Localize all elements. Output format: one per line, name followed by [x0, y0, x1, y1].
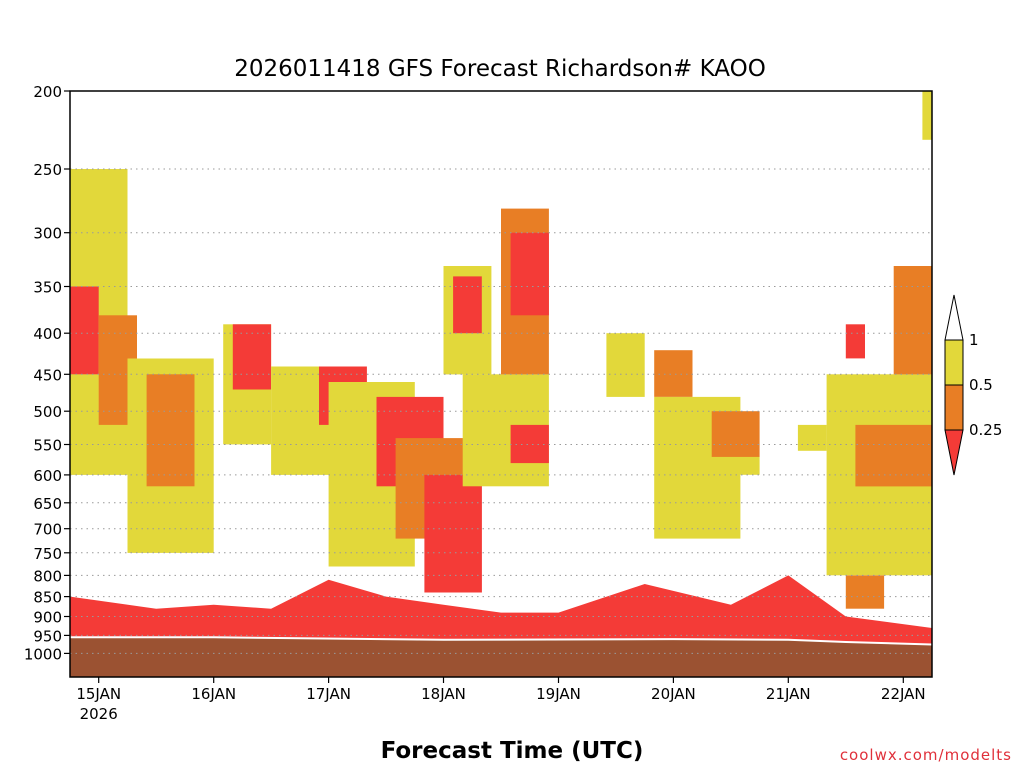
y-tick-label-300: 300	[33, 225, 62, 243]
y-tick-label-200: 200	[33, 83, 62, 101]
ri-region-23	[711, 456, 760, 475]
y-tick-label-550: 550	[33, 437, 62, 455]
y-tick-label-950: 950	[33, 627, 62, 645]
y-tick-label-650: 650	[33, 495, 62, 513]
ri-region-30	[845, 575, 885, 609]
ri-region-22	[711, 411, 760, 457]
x-axis-title: Forecast Time (UTC)	[381, 738, 644, 764]
ri-region-17	[510, 232, 549, 316]
ri-region-6	[232, 324, 272, 390]
ri-region-4	[146, 374, 195, 487]
x-tick-label-18JAN: 18JAN	[421, 685, 466, 703]
colorbar-bin-0	[944, 339, 964, 386]
ri-region-24	[797, 424, 827, 451]
colorbar: 1 0.5 0.25	[944, 294, 1002, 476]
ri-region-14	[453, 276, 482, 334]
y-tick-label-750: 750	[33, 545, 62, 563]
y-tick-label-350: 350	[33, 279, 62, 297]
x-tick-label-17JAN: 17JAN	[306, 685, 351, 703]
y-tick-label-400: 400	[33, 325, 62, 343]
ri-region-28	[893, 266, 932, 375]
y-tick-label-500: 500	[33, 403, 62, 421]
colorbar-bottom-arrow	[944, 429, 964, 476]
ri-region-20	[654, 350, 693, 397]
ri-region-26	[855, 424, 932, 487]
plot-frame	[69, 90, 933, 678]
y-tick-label-850: 850	[33, 589, 62, 607]
surface-line	[70, 636, 933, 646]
x-tick-label-19JAN: 19JAN	[536, 685, 581, 703]
x-axis: 15JAN 2026 16JAN 17JAN 18JAN 19JAN 20JAN 21JAN 2…	[76, 677, 926, 723]
grid	[70, 168, 932, 654]
x-tick-label-15JAN: 15JAN	[76, 685, 121, 703]
x-tick-sublabel-15JAN: 2026	[80, 705, 118, 723]
y-tick-label-700: 700	[33, 521, 62, 539]
plot-area	[70, 91, 933, 677]
colorbar-bin-1	[944, 384, 964, 431]
y-tick-label-450: 450	[33, 366, 62, 384]
x-tick-label-21JAN: 21JAN	[766, 685, 811, 703]
colorbar-label-2: 0.25	[969, 421, 1002, 439]
y-tick-label-1000: 1000	[24, 645, 62, 663]
colorbar-top-arrow	[944, 294, 964, 341]
ri-region-27	[845, 324, 865, 359]
credit-text: coolwx.com/modelts	[840, 746, 1012, 764]
ri-region-12	[424, 474, 482, 593]
chart-title: 2026011418 GFS Forecast Richardson# KAOO	[234, 56, 766, 82]
ri-region-1	[70, 286, 99, 375]
y-tick-label-800: 800	[33, 567, 62, 585]
y-tick-label-900: 900	[33, 609, 62, 627]
ri-region-19	[606, 333, 645, 397]
colorbar-label-0: 1	[969, 331, 979, 349]
ri-region-29	[922, 91, 932, 140]
colorbar-label-1: 0.5	[969, 376, 993, 394]
y-tick-label-250: 250	[33, 161, 62, 179]
surface-fill	[70, 637, 932, 677]
y-tick-label-600: 600	[33, 467, 62, 485]
x-tick-label-22JAN: 22JAN	[881, 685, 926, 703]
y-axis: 200 250 300 350 400 450 500 550 600 650 700 750 800 8…	[24, 83, 70, 663]
x-tick-label-16JAN: 16JAN	[191, 685, 236, 703]
x-tick-label-20JAN: 20JAN	[651, 685, 696, 703]
